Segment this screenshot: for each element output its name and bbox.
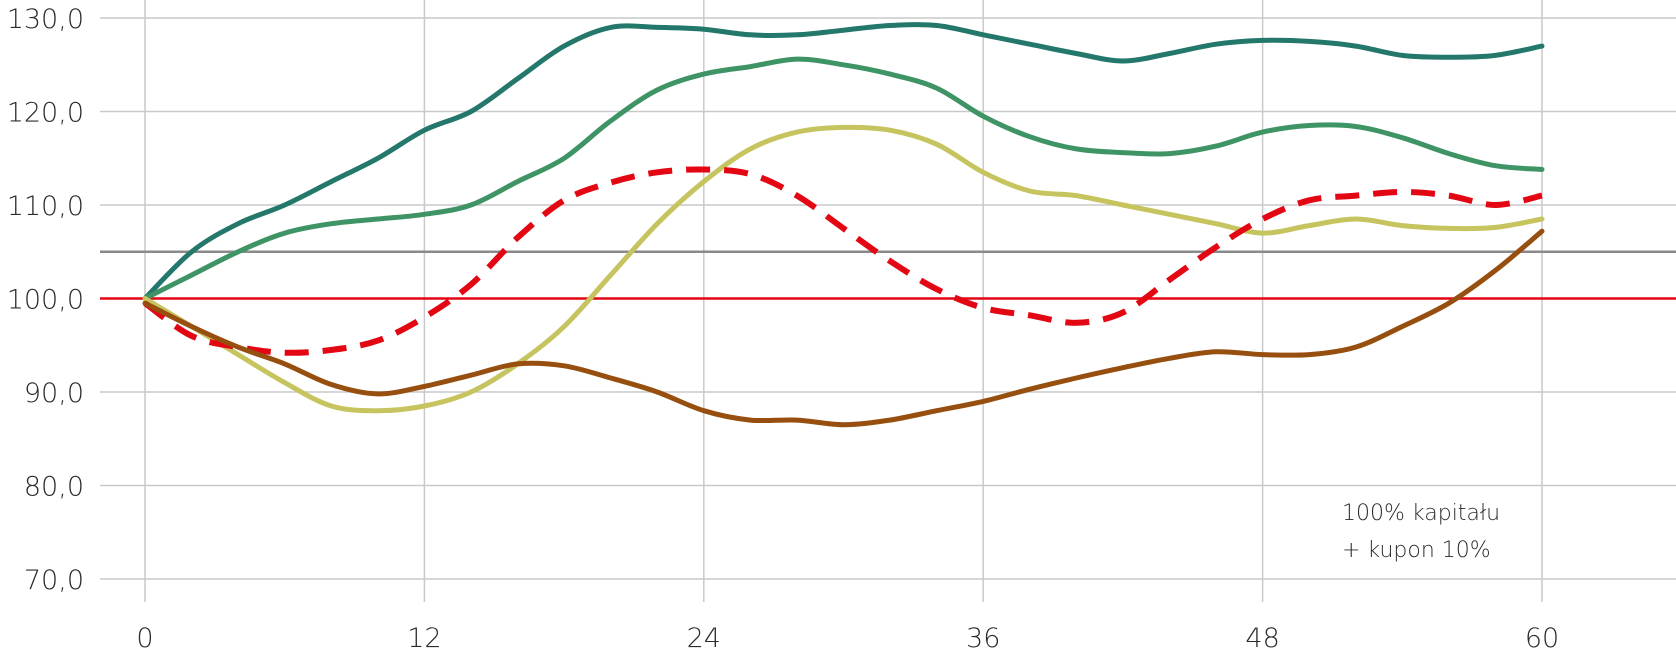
y-tick-label-2: 90,0 <box>24 378 84 409</box>
y-tick-label-0: 70,0 <box>24 565 84 596</box>
annotation-line-1: 100% kapitału <box>1342 501 1500 526</box>
x-tick-label-0: 0 <box>136 623 153 654</box>
x-tick-label-3: 36 <box>966 623 1000 654</box>
reference-lines <box>100 250 1676 300</box>
series-line-0 <box>142 22 1545 301</box>
series-line-2 <box>142 124 1545 414</box>
x-axis-tick-labels: 0 12 24 36 48 60 <box>136 623 1559 654</box>
x-tick-label-2: 24 <box>687 623 721 654</box>
series-lines <box>142 22 1545 428</box>
series-line-3 <box>143 166 1543 356</box>
series-line-1 <box>142 56 1545 301</box>
x-tick-label-1: 12 <box>407 623 441 654</box>
x-tick-label-4: 48 <box>1245 623 1279 654</box>
series-line-4 <box>142 228 1545 428</box>
x-tick-label-5: 60 <box>1525 623 1559 654</box>
annotation-line-2: + kupon 10% <box>1342 538 1491 563</box>
y-tick-label-4: 110,0 <box>7 191 84 222</box>
y-axis-tick-labels: 70,0 80,0 90,0 100,0 110,0 120,0 130,0 <box>7 4 84 596</box>
y-tick-label-3: 100,0 <box>7 285 84 316</box>
y-tick-label-5: 120,0 <box>7 98 84 129</box>
y-tick-label-1: 80,0 <box>24 472 84 503</box>
y-tick-label-6: 130,0 <box>7 4 84 35</box>
